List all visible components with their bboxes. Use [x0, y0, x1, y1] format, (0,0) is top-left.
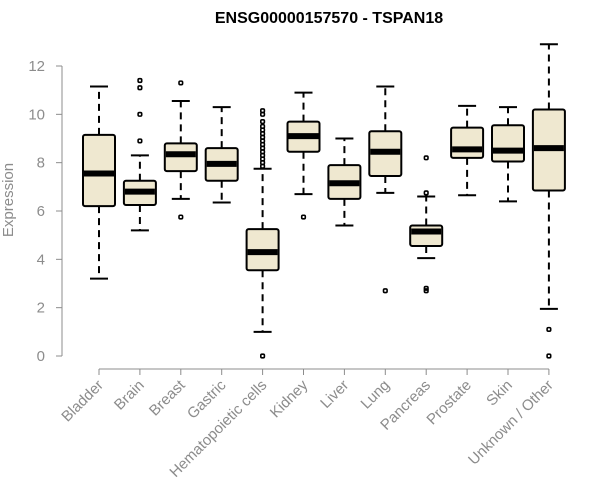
y-axis: 0 2 4 6 8 10 12	[28, 58, 63, 365]
outlier-point	[259, 123, 266, 130]
outlier-point	[137, 138, 143, 144]
x-tick-label: Lung	[358, 377, 394, 413]
y-tick-label: 6	[37, 203, 45, 220]
outlier-point	[300, 214, 307, 220]
y-tick-label: 8	[37, 155, 45, 172]
outlier-point	[259, 353, 266, 359]
box-breast	[163, 80, 198, 220]
iqr-box	[491, 124, 525, 163]
outlier-point	[259, 108, 266, 114]
y-axis-label: Expression	[0, 163, 17, 237]
x-tick-label: Kidney	[267, 376, 312, 421]
outlier-point	[259, 118, 266, 125]
y-tick-label: 12	[28, 58, 45, 75]
box-kidney	[286, 91, 321, 220]
outlier-point	[178, 214, 184, 220]
outlier-point	[137, 111, 143, 117]
iqr-box	[163, 142, 198, 173]
x-tick-label: Liver	[317, 377, 352, 412]
outlier-point	[423, 190, 429, 196]
outlier-point	[423, 288, 429, 294]
outlier-point	[546, 353, 552, 359]
box-bladder	[82, 85, 116, 280]
y-tick-label: 2	[37, 300, 45, 317]
outlier-point	[137, 77, 143, 84]
box-prostate	[450, 104, 485, 197]
y-tick-label: 4	[37, 251, 45, 268]
box-pancreas	[409, 155, 444, 294]
chart-title: ENSG00000157570 - TSPAN18	[215, 10, 443, 27]
box-skin	[491, 106, 525, 203]
iqr-box	[450, 126, 485, 159]
box-liver	[327, 137, 362, 227]
outlier-point	[423, 155, 429, 161]
x-tick-label: Bladder	[58, 377, 107, 426]
box-brain	[122, 77, 157, 232]
outlier-point	[178, 80, 184, 86]
box-unknown-other	[531, 43, 566, 359]
outlier-point	[546, 326, 552, 333]
box-gastric	[204, 106, 239, 204]
y-tick-label: 10	[28, 106, 45, 123]
x-tick-label: Breast	[146, 376, 189, 419]
x-tick-label: Skin	[483, 377, 516, 410]
outlier-point	[137, 85, 143, 91]
outlier-point	[423, 285, 429, 291]
box-lung	[368, 85, 403, 294]
boxes-group	[82, 43, 566, 359]
y-tick-label: 0	[37, 348, 45, 365]
iqr-box	[82, 133, 116, 208]
x-tick-label: Prostate	[423, 377, 475, 429]
outlier-point	[382, 288, 388, 294]
x-tick-label: Brain	[111, 377, 148, 414]
box-hematopoietic-cells	[245, 108, 280, 359]
